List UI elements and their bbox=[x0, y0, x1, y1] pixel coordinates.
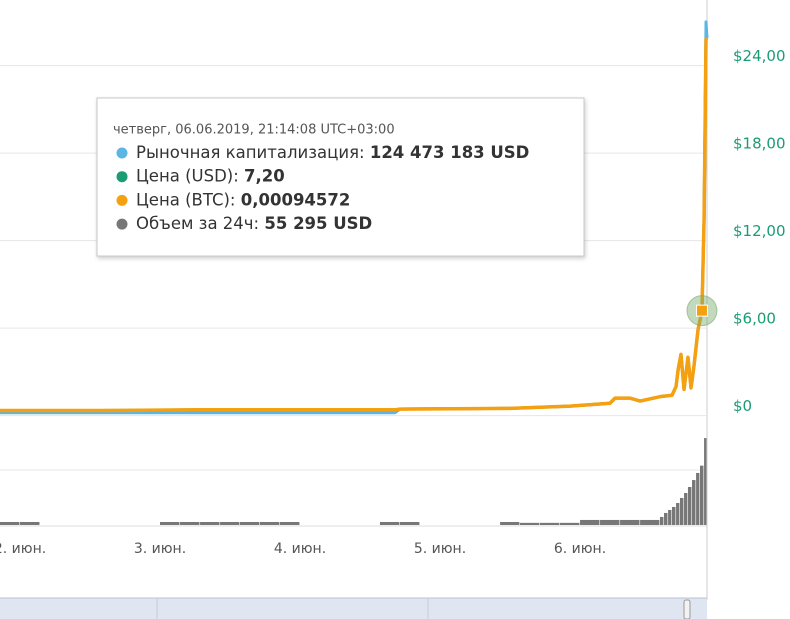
volume-bar bbox=[600, 519, 620, 525]
y-tick-label: $24,00 bbox=[733, 47, 786, 65]
volume-bar bbox=[687, 487, 692, 525]
tooltip-value: 55 295 USD bbox=[264, 214, 372, 233]
volume-bar bbox=[692, 480, 696, 525]
volume-bar bbox=[679, 497, 684, 525]
volume-bar bbox=[500, 521, 520, 525]
volume-bar bbox=[180, 521, 200, 525]
volume-bar bbox=[519, 522, 540, 525]
tooltip-label: Рыночная капитализация: bbox=[136, 143, 365, 162]
tooltip-dot bbox=[116, 218, 128, 230]
navigator-handle[interactable] bbox=[683, 599, 691, 619]
volume-bar bbox=[659, 516, 664, 525]
tooltip-label: Цена (BTC): bbox=[136, 190, 236, 209]
volume-bar bbox=[280, 521, 300, 525]
x-tick-label: 2. июн. bbox=[0, 541, 46, 557]
volume-bar bbox=[539, 522, 560, 525]
volume-bar bbox=[700, 465, 704, 525]
tooltip-label: Объем за 24ч: bbox=[136, 214, 259, 233]
y-tick-label: $6,00 bbox=[733, 310, 776, 328]
volume-bar bbox=[676, 503, 680, 525]
y-tick-label: $18,00 bbox=[733, 135, 786, 153]
tooltip-value: 124 473 183 USD bbox=[370, 143, 530, 162]
tooltip-dot bbox=[116, 147, 128, 159]
volume-bar bbox=[664, 512, 668, 525]
volume-bar bbox=[379, 521, 400, 525]
volume-bar bbox=[399, 521, 420, 525]
volume-bar bbox=[0, 521, 20, 525]
tooltip-date: четверг, 06.06.2019, 21:14:08 UTC+03:00 bbox=[113, 123, 395, 138]
tooltip-row: Цена (USD): 7,20 bbox=[136, 166, 285, 185]
volume-bar bbox=[684, 493, 688, 525]
tooltip-box bbox=[96, 97, 585, 257]
tooltip-dot bbox=[116, 194, 128, 206]
tooltip-row: Цена (BTC): 0,00094572 bbox=[136, 190, 350, 209]
hover-marker bbox=[695, 304, 708, 317]
tooltip-label: Цена (USD): bbox=[136, 166, 239, 185]
tooltip-row: Объем за 24ч: 55 295 USD bbox=[136, 214, 372, 233]
tooltip-value: 0,00094572 bbox=[241, 190, 351, 209]
volume-bar bbox=[560, 522, 580, 525]
volume-bar bbox=[200, 521, 220, 525]
volume-bar bbox=[20, 521, 40, 525]
x-tick-label: 5. июн. bbox=[414, 541, 466, 557]
volume-bar bbox=[704, 438, 707, 525]
tooltip-row: Рыночная капитализация: 124 473 183 USD bbox=[136, 143, 529, 162]
navigator[interactable] bbox=[0, 598, 707, 619]
tooltip: четверг, 06.06.2019, 21:14:08 UTC+03:00 … bbox=[96, 97, 585, 257]
volume-bar bbox=[580, 519, 600, 525]
volume-bar bbox=[239, 521, 260, 525]
x-tick-label: 4. июн. bbox=[274, 541, 326, 557]
volume-bar bbox=[668, 509, 672, 525]
volume-bar bbox=[696, 472, 700, 525]
volume-bar bbox=[160, 521, 180, 525]
tooltip-value: 7,20 bbox=[244, 166, 285, 185]
volume-bar bbox=[220, 521, 240, 525]
volume-bar bbox=[620, 519, 640, 525]
volume-bar bbox=[672, 506, 676, 525]
series-line bbox=[0, 36, 709, 413]
volume-bar bbox=[259, 521, 280, 525]
tooltip-dot bbox=[116, 171, 128, 183]
volume-bar bbox=[640, 519, 660, 525]
y-tick-label: $0 bbox=[733, 397, 752, 415]
y-tick-label: $12,00 bbox=[733, 222, 786, 240]
x-tick-label: 6. июн. bbox=[554, 541, 606, 557]
x-tick-label: 3. июн. bbox=[134, 541, 186, 557]
